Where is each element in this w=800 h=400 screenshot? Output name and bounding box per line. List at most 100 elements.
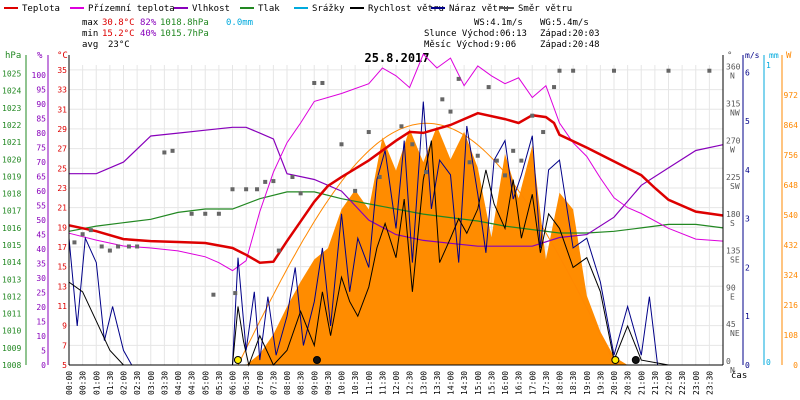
x-tick-label: 01:30 [106, 371, 115, 395]
stat-avg-temp: 23°C [108, 40, 130, 50]
humidity-tick-label: 15 [36, 318, 46, 327]
temperature-tick-label: 33 [57, 86, 67, 95]
wind-direction-point [366, 130, 371, 135]
wind-speed-line [68, 140, 723, 367]
stat-max-label: max [82, 18, 99, 28]
wind-direction-point [320, 80, 325, 85]
wind-direction-point [72, 240, 77, 245]
x-tick-label: 23:30 [705, 371, 714, 395]
stat-moon: Měsíc Východ:9:06 [424, 40, 516, 50]
x-tick-label: 14:30 [460, 371, 469, 395]
humidity-line [69, 126, 724, 247]
humidity-tick-label: 30 [36, 274, 46, 283]
pressure-tick-label: 1019 [2, 172, 21, 181]
solar-tick-label: 216 [784, 301, 799, 310]
wind-speed-tick-label: 2 [745, 263, 750, 272]
wind-direction-point [216, 211, 221, 216]
wind-direction-point [541, 130, 546, 135]
stat-min-temp: 15.2°C [102, 29, 135, 39]
wind-direction-point [230, 187, 235, 192]
unit-deg: ° [727, 51, 732, 61]
stat-max-temp: 30.8°C [102, 18, 135, 28]
stat-sun-set: Západ:20:03 [540, 29, 600, 39]
legend-label: Srážky [312, 4, 345, 14]
stats-panel: max 30.8°C 82% 1018.8hPa 0.0mm min 15.2°… [82, 18, 600, 50]
temperature-tick-label: 5 [62, 361, 67, 370]
pressure-tick-label: 1008 [2, 361, 21, 370]
solar-tick-label: 324 [784, 271, 799, 280]
humidity-tick-label: 45 [36, 231, 46, 240]
wind-direction-point [448, 109, 453, 114]
stat-max-rain: 0.0mm [226, 18, 253, 28]
wind-direction-point [189, 211, 194, 216]
humidity-tick-label: 5 [41, 347, 46, 356]
wind-direction-point [503, 173, 507, 178]
legend-label: Tlak [258, 4, 280, 14]
stat-max-hum: 82% [140, 18, 157, 28]
x-tick-label: 08:30 [297, 371, 306, 395]
x-tick-label: 02:30 [133, 371, 142, 395]
unit-hpa: hPa [5, 51, 21, 61]
pressure-tick-label: 1021 [2, 138, 21, 147]
legend: Teplota Přízemní teplota Vlhkost Tlak Srážky… [4, 4, 572, 14]
temperature-tick-label: 23 [57, 184, 67, 193]
x-tick-label: 11:30 [378, 371, 387, 395]
wind-dir-tick-value: 270 [726, 136, 741, 145]
pressure-line [68, 191, 724, 234]
x-tick-label: 21:00 [637, 371, 646, 395]
wind-dir-tick-value: 360 [726, 63, 741, 72]
pressure-tick-label: 1015 [2, 241, 21, 250]
humidity-tick-label: 80 [36, 129, 46, 138]
wind-direction-point [399, 124, 404, 129]
wind-direction-point [211, 292, 216, 297]
wind-direction-point [276, 248, 281, 253]
wind-direction-point [571, 68, 576, 73]
x-tick-label: 05:30 [215, 371, 224, 395]
temperature-tick-label: 17 [57, 243, 67, 252]
x-tick-label: 01:00 [92, 371, 101, 395]
pressure-tick-label: 1010 [2, 327, 21, 336]
wind-direction-point [519, 158, 524, 163]
humidity-tick-label: 25 [36, 289, 46, 298]
x-tick-label: 14:00 [447, 371, 456, 395]
wind-dir-tick-value: 225 [726, 173, 741, 182]
temperature-tick-label: 11 [57, 302, 67, 311]
wind-dir-tick-label: W [730, 145, 735, 154]
humidity-tick-label: 10 [36, 332, 46, 341]
wind-speed-tick-label: 0 [745, 361, 750, 370]
rain-tick-label: 0 [766, 358, 771, 367]
x-tick-label: 09:00 [310, 371, 319, 395]
humidity-tick-label: 0 [41, 361, 46, 370]
temperature-tick-label: 27 [57, 145, 67, 154]
unit-ms: m/s [745, 51, 760, 60]
x-tick-label: 21:30 [651, 371, 660, 395]
temperature-tick-label: 25 [57, 164, 67, 173]
x-tick-label: 13:30 [433, 371, 442, 395]
x-tick-label: 02:00 [120, 371, 129, 395]
temperature-tick-label: 9 [62, 322, 67, 331]
humidity-tick-label: 55 [36, 202, 46, 211]
legend-label: Směr větru [518, 4, 572, 14]
pressure-tick-label: 1023 [2, 104, 21, 113]
x-tick-label: 10:00 [338, 371, 347, 395]
wind-speed-tick-label: 3 [745, 215, 750, 224]
x-tick-label: 03:00 [147, 371, 156, 395]
solar-radiation [237, 122, 628, 366]
stat-wind-speed: WS:4.1m/s [474, 18, 523, 28]
pressure-tick-label: 1014 [2, 258, 21, 267]
wind-dir-tick-label: NE [730, 329, 740, 338]
humidity-tick-label: 40 [36, 245, 46, 254]
x-tick-label: 12:00 [392, 371, 401, 395]
stat-sun: Slunce Východ:06:13 [424, 29, 527, 39]
wind-direction-point [135, 244, 140, 249]
x-tick-label: 08:00 [283, 371, 292, 395]
pressure-tick-label: 1012 [2, 292, 21, 301]
stat-min-press: 1015.7hPa [160, 29, 209, 39]
wind-direction-point [170, 148, 175, 153]
x-tick-label: 11:00 [365, 371, 374, 395]
temperature-line [68, 111, 724, 264]
humidity-tick-label: 100 [32, 71, 47, 80]
wind-direction-point [126, 244, 131, 249]
moon-marker [312, 356, 321, 364]
